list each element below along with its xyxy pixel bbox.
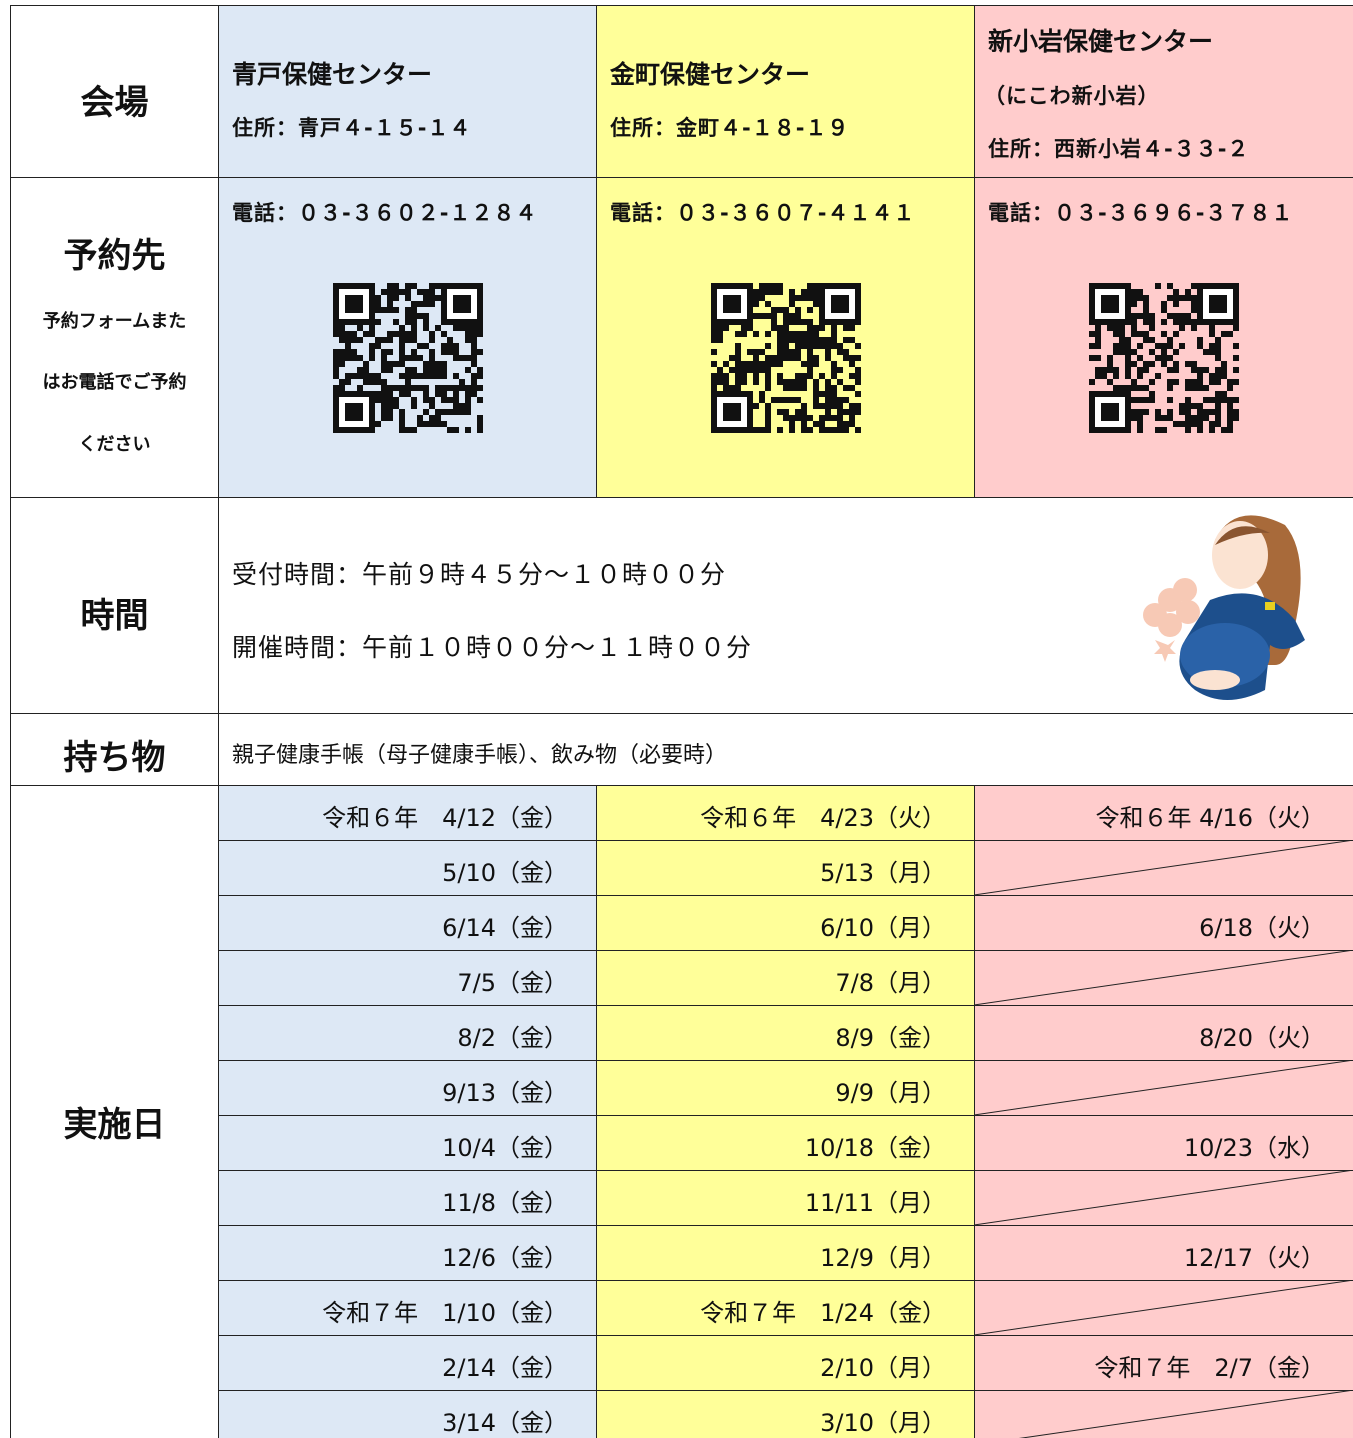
date-text: 12/9（月）: [820, 1244, 946, 1272]
date-text: 6/14（金）: [442, 914, 568, 942]
empty-slash: [974, 1170, 1353, 1225]
date-text: 10/4（金）: [442, 1134, 568, 1162]
items-text: 親子健康手帳（母子健康手帳）、飲み物（必要時）: [232, 743, 728, 768]
center-phone: 電話：０３-３６０７-４１４１: [610, 201, 916, 225]
date-cell: [218, 1390, 597, 1438]
reservation-cell: [974, 177, 1353, 498]
date-cell: [596, 1115, 975, 1171]
date-cell: [596, 1390, 975, 1438]
date-cell: [974, 895, 1353, 951]
empty-slash: [974, 1060, 1353, 1115]
center-name: 金町保健センター: [610, 60, 811, 89]
qr-code[interactable]: [710, 283, 861, 433]
date-text: 令和６年 4/16（火）: [1095, 804, 1325, 832]
header-cell: [596, 5, 975, 178]
date-text: 11/8（金）: [442, 1189, 568, 1217]
reservation-label: 予約先: [63, 236, 166, 276]
center-address: 住所：青戸４-１５-１４: [232, 116, 472, 140]
date-text: 10/18（金）: [804, 1134, 946, 1162]
date-text: 3/14（金）: [442, 1409, 568, 1437]
reservation-note: 予約フォームまた: [42, 311, 187, 332]
date-text: 令和６年 4/23（火）: [700, 804, 946, 832]
date-text: 5/10（金）: [442, 859, 568, 887]
date-text: 12/17（火）: [1183, 1244, 1325, 1272]
reservation-note: ください: [78, 434, 151, 455]
date-cell: [218, 895, 597, 951]
date-text: 令和７年 1/24（金）: [700, 1299, 946, 1327]
empty-slash: [1018, 1390, 1353, 1438]
date-text: 6/10（月）: [820, 914, 946, 942]
date-cell: [596, 1060, 975, 1116]
date-text: 令和７年 1/10（金）: [322, 1299, 568, 1327]
date-text: 2/14（金）: [442, 1354, 568, 1382]
date-text: 8/20（火）: [1199, 1024, 1325, 1052]
date-text: 12/6（金）: [442, 1244, 568, 1272]
date-text: 7/5（金）: [457, 969, 568, 997]
time-line: 開催時間：午前１０時００分～１１時００分: [232, 633, 753, 662]
dates-label: 実施日: [63, 1105, 166, 1145]
center-address: 住所：西新小岩４-３３-２: [988, 137, 1250, 161]
date-cell: [218, 785, 597, 841]
center-name: 青戸保健センター: [232, 60, 433, 89]
header-cell: [974, 5, 1353, 178]
date-cell: [974, 1225, 1353, 1281]
date-cell: [596, 950, 975, 1006]
date-text: 2/10（月）: [820, 1354, 946, 1382]
illustration: [1143, 515, 1305, 700]
date-text: 6/18（火）: [1199, 914, 1325, 942]
reservation-note: はお電話でご予約: [42, 372, 187, 393]
qr-code[interactable]: [1089, 283, 1239, 433]
date-text: 9/13（金）: [442, 1079, 568, 1107]
date-text: 9/9（月）: [835, 1079, 946, 1107]
date-cell: [974, 1390, 1353, 1438]
date-text: 11/11（月）: [804, 1189, 946, 1217]
date-cell: [218, 840, 597, 896]
header-cell: [218, 5, 597, 178]
center-phone: 電話：０３-３６０２-１２８４: [232, 201, 538, 225]
date-text: 8/2（金）: [457, 1024, 568, 1052]
date-text: 令和７年 2/7（金）: [1094, 1354, 1325, 1382]
date-text: 7/8（月）: [835, 969, 946, 997]
items-label: 持ち物: [63, 738, 166, 778]
center-phone: 電話：０３-３６９６-３７８１: [988, 201, 1294, 225]
date-text: 5/13（月）: [820, 859, 946, 887]
center-subtitle: （にこわ新小岩）: [984, 84, 1160, 108]
center-address: 住所：金町４-１８-１９: [610, 116, 850, 140]
center-name: 新小岩保健センター: [988, 27, 1214, 56]
date-cell: [596, 1280, 975, 1336]
date-text: 令和６年 4/12（金）: [322, 804, 568, 832]
date-text: 10/23（水）: [1183, 1134, 1325, 1162]
date-cell: [974, 785, 1353, 841]
time-label: 時間: [80, 596, 149, 636]
time-line: 受付時間：午前９時４５分～１０時００分: [232, 560, 727, 589]
date-text: 3/10（月）: [820, 1409, 946, 1437]
empty-slash: [974, 1280, 1353, 1335]
date-cell: [974, 1005, 1353, 1061]
empty-slash: [974, 840, 1353, 895]
date-cell: [218, 1225, 597, 1281]
venue-label: 会場: [80, 83, 149, 123]
date-cell: [596, 895, 975, 951]
empty-slash: [974, 950, 1353, 1005]
date-text: 8/9（金）: [835, 1024, 946, 1052]
qr-code[interactable]: [332, 283, 483, 433]
